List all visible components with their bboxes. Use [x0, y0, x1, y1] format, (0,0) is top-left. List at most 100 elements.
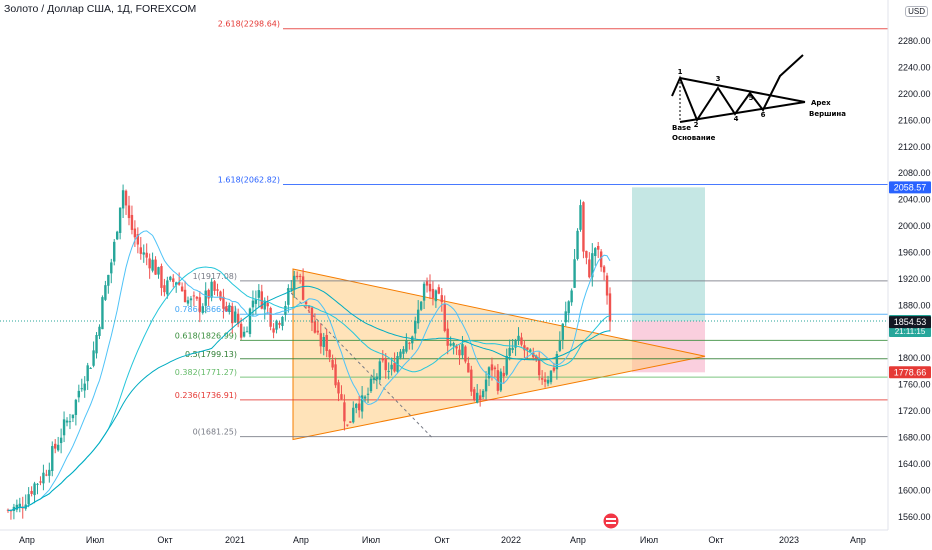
candle-body [45, 474, 48, 476]
candle-body [585, 250, 588, 258]
candle-body [325, 335, 328, 351]
candle-body [310, 307, 314, 323]
candle-body [89, 367, 92, 369]
candle-body [33, 483, 36, 496]
candle-body [133, 228, 137, 238]
candle-body [115, 231, 119, 240]
candle-body [369, 378, 373, 392]
price-tag-sublabel: 21:11:15 [895, 327, 926, 336]
candle-body [594, 248, 597, 257]
ma-line-slow [8, 285, 611, 511]
candle-body [502, 372, 505, 377]
time-tick-label: Апр [570, 535, 586, 545]
candle-body [505, 355, 508, 375]
candle-body [322, 336, 325, 347]
candle-body [313, 321, 317, 333]
candle-body [452, 343, 455, 346]
candle-body [555, 353, 559, 370]
candle-body [337, 382, 340, 394]
pattern-point-label: 3 [716, 75, 721, 83]
candle-body [269, 307, 272, 327]
candle-body [213, 281, 216, 291]
candle-body [192, 295, 196, 297]
candle-body [414, 320, 417, 334]
candle-body [602, 266, 606, 273]
candle-body [15, 504, 19, 510]
candle-body [98, 326, 101, 336]
candle-body [195, 296, 199, 299]
price-tick-label: 2000.00 [898, 221, 931, 231]
fib-label: 1.618(2062.82) [218, 176, 280, 185]
candle-body [228, 305, 231, 312]
candle-body [484, 379, 488, 392]
pattern-lower-line [679, 101, 806, 123]
candle-body [582, 202, 585, 252]
candle-body [65, 420, 69, 423]
candle-body [490, 364, 494, 371]
candle-body [443, 303, 446, 331]
candle-body [355, 403, 358, 408]
candle-body [588, 259, 591, 278]
candle-body [499, 371, 503, 391]
candle-body [363, 396, 367, 399]
currency-badge[interactable]: USD [905, 6, 928, 17]
candle-body [570, 290, 573, 303]
candle-body [529, 349, 532, 352]
pattern-point-label: 4 [734, 115, 739, 123]
candle-body [42, 472, 45, 484]
price-tag [889, 181, 931, 194]
candle-body [219, 291, 222, 300]
candle-body [411, 336, 414, 344]
candle-body [301, 276, 305, 300]
candle-body [473, 389, 476, 400]
candle-body [346, 424, 349, 426]
candle-body [416, 309, 420, 324]
price-tag-label: 1778.66 [894, 367, 927, 377]
candle-body [245, 331, 249, 333]
candle-body [39, 481, 42, 483]
pattern-zigzag [671, 54, 804, 123]
price-tick-label: 1800.00 [898, 353, 931, 363]
candle-body [207, 290, 210, 299]
candle-body [307, 305, 311, 308]
pattern-point-label: 2 [694, 121, 699, 129]
fib-label: 1(1917.08) [193, 272, 237, 281]
candle-body [101, 297, 104, 330]
time-tick-label: 2023 [779, 535, 799, 545]
candle-body [83, 383, 86, 391]
candle-body [298, 275, 302, 277]
candle-body [127, 205, 131, 219]
candle-body [511, 347, 514, 351]
candle-body [210, 281, 213, 298]
candle-body [234, 311, 237, 323]
price-axis[interactable]: 1560.00 1600.00 1640.00 1680.00 1720.00 1760.… [887, 0, 931, 530]
candle-body [62, 419, 66, 436]
candle-body [360, 395, 364, 412]
candle-body [163, 285, 166, 293]
candle-body [470, 369, 473, 392]
candle-body [599, 251, 603, 268]
candle-body [110, 262, 113, 274]
candle-body [461, 344, 464, 356]
candle-body [68, 421, 72, 423]
flag-icon[interactable] [603, 513, 619, 529]
candle-body [30, 490, 33, 494]
candle-body [266, 302, 269, 307]
fib-label: 0.5(1799.13) [185, 350, 237, 359]
time-axis[interactable]: Апр Июл Окт 2021 Апр Июл Окт 2022 Апр Июл Окт 2023 А… [0, 529, 888, 545]
candle-body [517, 335, 520, 341]
price-tick-label: 1960.00 [898, 247, 931, 257]
candle-body [51, 446, 54, 472]
candle-body [136, 234, 140, 245]
candle-body [198, 297, 202, 312]
candle-body [328, 350, 331, 358]
candle-body [166, 280, 169, 295]
candle-body [564, 311, 567, 323]
candle-body [508, 347, 511, 356]
candle-body [478, 395, 482, 400]
candle-body [543, 379, 547, 382]
candle-body [18, 503, 22, 508]
candle-body [36, 483, 39, 485]
